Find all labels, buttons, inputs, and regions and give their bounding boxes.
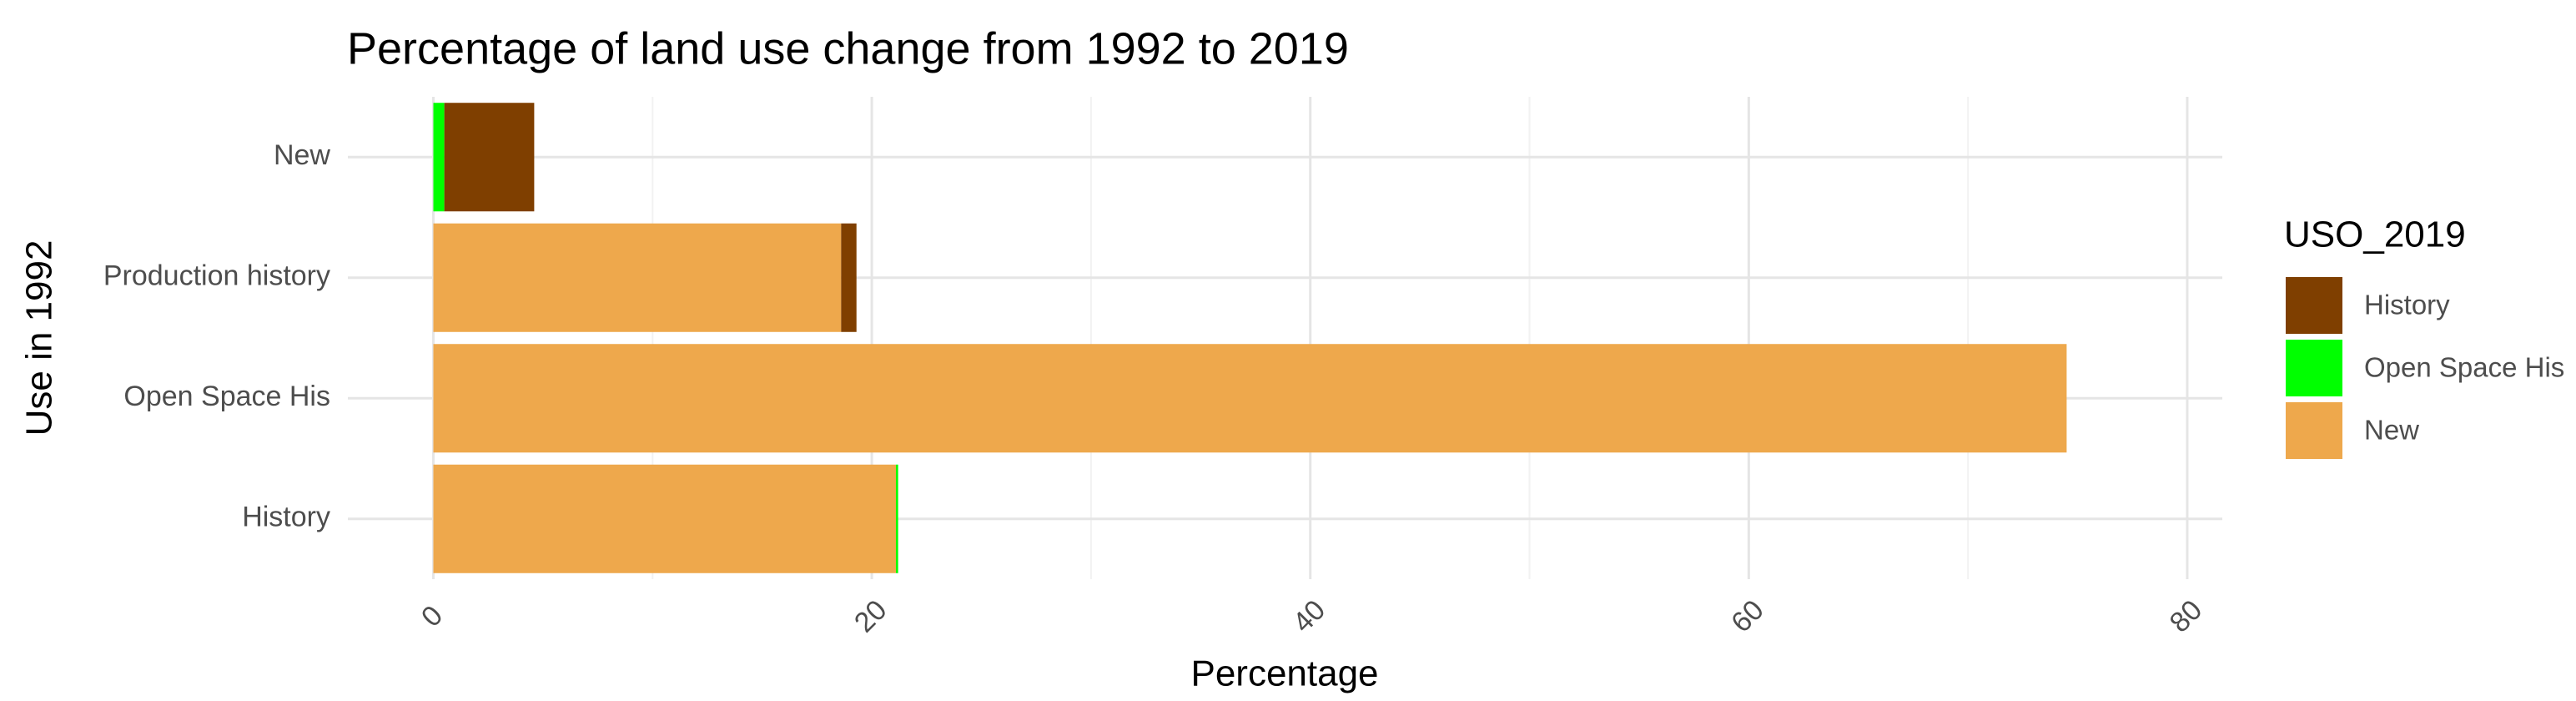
x-tick-label: 40	[1286, 594, 1331, 639]
bar-segment	[896, 464, 898, 573]
bar-segment	[444, 103, 535, 212]
x-tick-label: 20	[848, 594, 893, 639]
legend-title: USO_2019	[2284, 214, 2466, 255]
y-tick-label: History	[242, 502, 330, 533]
bar-segment	[841, 223, 857, 332]
bar-segment	[433, 103, 445, 212]
legend-key	[2286, 340, 2342, 396]
x-tick-label: 60	[1725, 594, 1770, 639]
bar-segment	[433, 344, 2067, 453]
y-tick-label: Production history	[103, 260, 330, 292]
legend-key	[2286, 402, 2342, 459]
x-tick-label: 0	[415, 599, 449, 633]
bar-segment	[433, 223, 842, 332]
legend-label: Open Space His	[2364, 352, 2564, 383]
legend-label: New	[2364, 415, 2419, 446]
legend-label: History	[2364, 290, 2450, 320]
y-axis-title: Use in 1992	[19, 240, 60, 436]
legend-key	[2286, 277, 2342, 334]
bar-segment	[433, 464, 897, 573]
y-tick-label: New	[274, 139, 330, 171]
chart-title: Percentage of land use change from 1992 …	[347, 23, 1349, 73]
x-axis-title: Percentage	[1190, 653, 1378, 694]
x-tick-label: 80	[2164, 594, 2209, 639]
y-tick-label: Open Space His	[123, 381, 330, 412]
